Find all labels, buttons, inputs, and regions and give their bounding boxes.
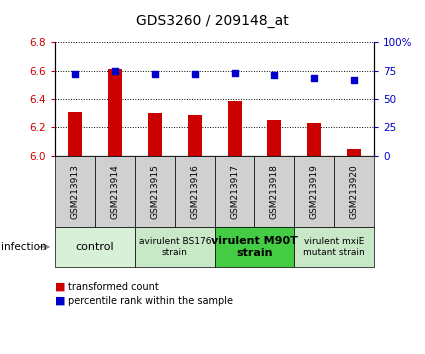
Bar [108,69,122,156]
Bar [68,112,82,156]
Bar [347,149,361,156]
Point [112,68,119,74]
Bar [148,113,162,156]
Point [72,72,79,77]
Text: GSM213913: GSM213913 [71,164,79,219]
Text: control: control [76,242,114,252]
Text: GSM213917: GSM213917 [230,164,239,219]
Bar [307,123,321,156]
Bar [188,115,202,156]
Text: ■: ■ [55,282,66,292]
Text: GSM213919: GSM213919 [310,164,319,219]
Text: GSM213915: GSM213915 [150,164,159,219]
Text: virulent mxiE
mutant strain: virulent mxiE mutant strain [303,237,365,257]
Text: GSM213920: GSM213920 [350,164,359,218]
Text: avirulent BS176
strain: avirulent BS176 strain [139,237,211,257]
Point [191,72,198,77]
Text: GSM213916: GSM213916 [190,164,199,219]
Text: ■: ■ [55,296,66,306]
Text: GDS3260 / 209148_at: GDS3260 / 209148_at [136,14,289,28]
Point [151,72,158,77]
Text: virulent M90T
strain: virulent M90T strain [211,236,298,258]
Text: GSM213914: GSM213914 [110,164,119,218]
Point [271,73,278,78]
Bar [267,120,281,156]
Text: infection: infection [1,242,46,252]
Bar [227,101,241,156]
Text: transformed count: transformed count [68,282,159,292]
Point [231,70,238,76]
Point [351,77,357,83]
Point [311,75,317,80]
Text: GSM213918: GSM213918 [270,164,279,219]
Text: percentile rank within the sample: percentile rank within the sample [68,296,233,306]
